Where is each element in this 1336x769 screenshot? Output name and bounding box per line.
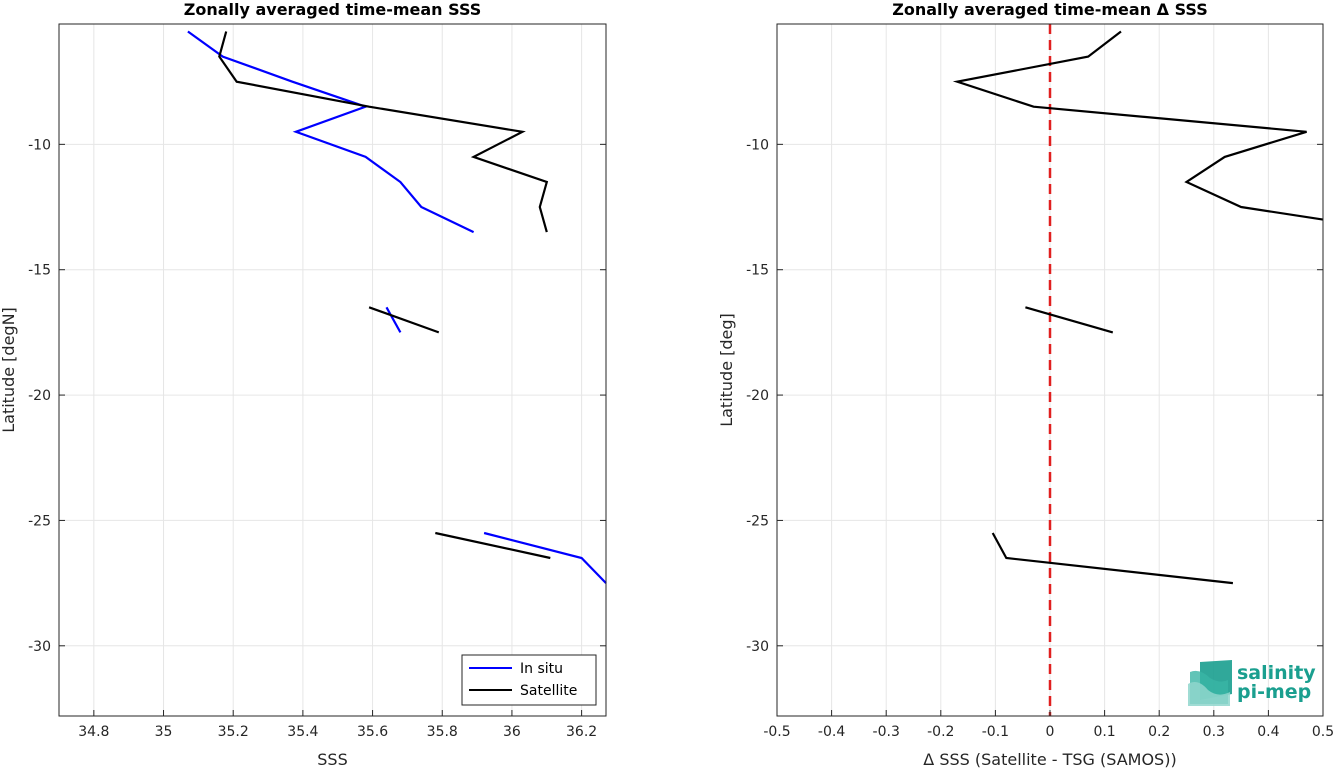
delta-sss-x-axis-label: Δ SSS (Satellite - TSG (SAMOS)) [923,750,1176,769]
logo-wave-icon [1188,660,1232,706]
sss-y-tick-label: -15 [28,263,51,279]
sss-x-tick-label: 35.6 [357,724,388,740]
delta-sss-x-tick-label: -0.1 [982,724,1009,740]
delta-sss-x-tick-label: 0.4 [1257,724,1279,740]
delta-sss-y-tick-label: -10 [746,137,769,153]
delta-sss-y-tick-label: -15 [746,263,769,279]
delta-sss-x-tick-label: 0.2 [1148,724,1170,740]
delta-sss-chart-title: Zonally averaged time-mean Δ SSS [892,0,1208,19]
sss-axes-frame [58,23,607,717]
legend-box [461,654,597,706]
sss-y-tick-label: -25 [28,513,51,529]
sss-series-satellite-segment-1 [368,306,440,334]
sss-series-in-situ-segment-1 [385,306,402,333]
legend: In situ Satellite [461,654,597,706]
sss-x-tick-label: 35.2 [218,724,249,740]
sss-x-tick-label: 34.8 [78,724,109,740]
sss-grid [59,24,606,716]
delta-sss-ticks: -0.5 -0.4 -0.3 -0.2 -0.1 0 0.1 0.2 0.3 0.4 0.5 -10 -… [746,137,1334,740]
sss-x-tick-label: 35.4 [287,724,318,740]
sss-panel: 34.8 35 35.2 35.4 35.6 35.8 36 36.2 -10 -15 -20 -25… [0,0,607,769]
delta-sss-x-tick-label: 0.1 [1093,724,1115,740]
delta-sss-x-tick-label: 0 [1046,724,1055,740]
sss-x-tick-label: 36 [503,724,521,740]
sss-series-in-situ-segment-0 [187,30,475,234]
logo-line-1: salinity [1237,662,1316,684]
legend-label-in-situ: In situ [520,661,563,677]
logo-line-2: pi-mep [1237,681,1311,703]
delta-sss-x-tick-label: -0.3 [873,724,900,740]
sss-chart-title: Zonally averaged time-mean SSS [184,0,482,19]
sss-series-satellite-segment-0 [218,31,549,233]
delta-sss-series-delta-segment-0 [952,30,1324,221]
delta-sss-series [952,30,1324,585]
delta-sss-y-tick-label: -20 [746,388,769,404]
sss-x-tick-label: 36.2 [566,724,597,740]
delta-sss-panel: -0.5 -0.4 -0.3 -0.2 -0.1 0 0.1 0.2 0.3 0.4 0.5 -10 -… [717,0,1334,769]
sss-series-satellite-segment-2 [435,531,551,560]
salinity-pi-mep-logo: salinity pi-mep [1188,660,1316,706]
sss-y-tick-label: -30 [28,639,51,655]
delta-sss-x-tick-label: -0.4 [818,724,845,740]
legend-label-satellite: Satellite [520,683,577,699]
delta-sss-y-axis-label: Latitude [deg] [717,313,736,427]
delta-sss-y-tick-label: -30 [746,639,769,655]
delta-sss-x-tick-label: -0.5 [763,724,790,740]
sss-x-tick-label: 35 [155,724,173,740]
sss-ticks: 34.8 35 35.2 35.4 35.6 35.8 36 36.2 -10 -15 -20 -25… [28,137,606,740]
delta-sss-y-tick-label: -25 [746,513,769,529]
sss-plot-area [59,24,606,716]
delta-sss-x-tick-label: 0.5 [1312,724,1334,740]
sss-series-in-situ-segment-2 [483,531,607,584]
delta-sss-series-delta-segment-2 [991,532,1234,585]
delta-sss-series-delta-segment-1 [1025,306,1114,334]
sss-y-axis-label: Latitude [degN] [0,307,18,433]
sss-x-axis-label: SSS [317,750,347,769]
sss-y-tick-label: -10 [28,137,51,153]
delta-sss-x-tick-label: 0.3 [1203,724,1225,740]
sss-series [187,30,607,584]
sss-x-tick-label: 35.8 [427,724,458,740]
sss-y-tick-label: -20 [28,388,51,404]
delta-sss-x-tick-label: -0.2 [927,724,954,740]
